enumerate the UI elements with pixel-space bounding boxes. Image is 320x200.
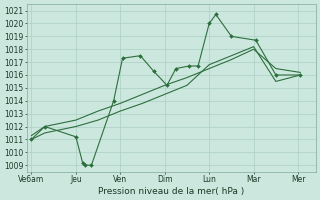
X-axis label: Pression niveau de la mer( hPa ): Pression niveau de la mer( hPa ) xyxy=(98,187,244,196)
